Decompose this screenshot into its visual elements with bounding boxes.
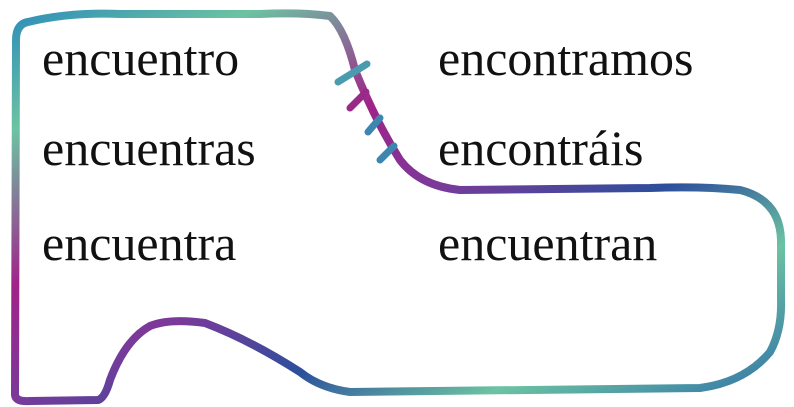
verb-form: encuentra: [42, 215, 236, 271]
lace: [334, 60, 371, 86]
verb-form: encontramos: [438, 30, 693, 86]
conjugations: encuentro encuentras encuentra encontramos e…: [42, 30, 693, 271]
verb-form: encontráis: [438, 120, 643, 176]
laces: [334, 60, 398, 164]
lace: [364, 114, 384, 136]
verb-form: encuentro: [42, 30, 239, 86]
verb-form: encuentran: [438, 215, 657, 271]
boot-outline: [11, 9, 786, 406]
lace: [376, 142, 398, 164]
lace: [346, 88, 370, 112]
verb-form: encuentras: [42, 120, 256, 176]
